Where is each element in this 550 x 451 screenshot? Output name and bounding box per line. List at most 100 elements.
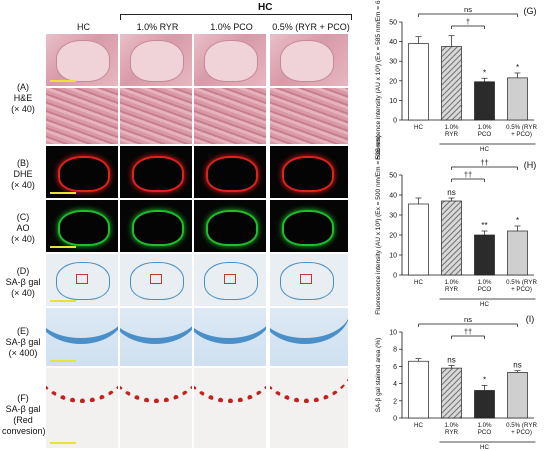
brain-section [56,40,110,82]
x-category-label: PCO [478,429,492,436]
significance-mark: ns [513,361,521,370]
image-cell-he-zoom-2 [194,88,266,144]
bar [408,43,429,121]
image-cell-ao-2 [194,200,266,252]
bracket-label: ns [464,5,472,14]
bar [441,200,462,276]
y-tick-label: 4 [393,381,397,388]
y-tick-label: 50 [389,173,397,180]
image-cell-sa-brain-1 [120,254,192,306]
bracket-label: † [466,17,470,26]
sa-red-conversion [194,368,266,403]
group-bracket [120,14,352,20]
image-cell-ao-0 [46,200,118,252]
scale-bar [50,442,76,444]
image-cell-sa-red-3 [270,368,348,448]
sa-stained-section [280,262,334,300]
ao-stained-section [58,210,110,246]
image-cell-he-zoom-1 [120,88,192,144]
y-axis-label: Fluorescence intensity (AU x 10³) (Ex = … [375,135,382,315]
x-category-label: RYR [445,131,458,138]
image-cell-he-brain-2 [194,34,266,86]
row-label-b: (B) DHE (× 40) [11,158,35,190]
brain-section [204,40,258,82]
group-label: HC [480,301,489,308]
image-cell-he-brain-1 [120,34,192,86]
x-category-label: 1.0% [477,124,492,131]
zoom-region-box [76,274,88,284]
y-tick-label: 0 [393,416,397,423]
significance-mark: * [516,216,519,225]
significance-mark: ** [481,221,487,230]
group-label: HC [480,146,489,153]
sa-stained-section [56,262,110,300]
panel-label: (I) [526,314,535,324]
y-axis-label: SA-β gal stained area (%) [375,338,382,413]
y-tick-label: 8 [393,347,397,354]
significance-mark: * [483,68,486,77]
y-tick-label: 40 [389,193,397,200]
x-category-label: 1.0% [444,124,459,131]
sa-blue-stain [120,308,192,344]
image-cell-dhe-0 [46,146,118,198]
y-tick-label: 10 [389,330,397,337]
bracket-label: †† [464,327,472,336]
x-category-label: + PCO) [511,429,532,436]
significance-mark: ns [447,356,455,365]
image-cell-sa-red-1 [120,368,192,448]
zoom-region-box [300,274,312,284]
scale-bar [50,80,76,82]
sa-red-conversion [46,368,118,403]
sa-stained-section [130,262,184,300]
column-header-hc: HC [77,22,90,32]
significance-mark: * [483,375,486,384]
group-label: HC [480,444,489,451]
x-category-label: 1.0% [477,279,492,286]
bar [474,81,495,121]
image-cell-dhe-1 [120,146,192,198]
bar [507,372,528,419]
x-category-label: 0.5% (RYR [506,124,537,131]
image-cell-sa-brain-0 [46,254,118,306]
image-cell-he-zoom-0 [46,88,118,144]
row-label-d: (D) SA-β gal (× 40) [5,266,41,298]
x-category-label: HC [414,422,423,429]
x-category-label: + PCO) [511,286,532,293]
x-category-label: HC [414,124,423,131]
sa-red-conversion [270,368,348,403]
column-header-pco: 1.0% PCO [210,22,253,32]
sa-blue-stain [270,308,348,344]
image-cell-he-zoom-3 [270,88,348,144]
ao-stained-section [206,210,258,246]
y-tick-label: 20 [389,78,397,85]
row-label-e: (E) SA-β gal (× 400) [5,326,41,358]
sa-stained-section [204,262,258,300]
image-cell-he-brain-0 [46,34,118,86]
bar [408,203,429,276]
x-category-label: HC [414,279,423,286]
y-tick-label: 30 [389,59,397,66]
bar [474,390,495,419]
column-header-ryr: 1.0% RYR [136,22,179,32]
image-cell-he-brain-3 [270,34,348,86]
bar [507,77,528,121]
image-cell-sa-red-0 [46,368,118,448]
x-category-label: 1.0% [477,422,492,429]
group-label: HC [258,2,273,13]
ao-stained-section [282,210,334,246]
sa-red-conversion [120,368,192,403]
row-label-a: (A) H&E (× 40) [11,82,35,114]
significance-mark: ns [447,188,455,197]
sa-blue-stain [194,308,266,344]
y-tick-label: 40 [389,39,397,46]
bracket-label: †† [480,158,488,167]
bar [507,230,528,276]
image-cell-dhe-3 [270,146,348,198]
y-tick-label: 10 [389,98,397,105]
scale-bar [50,360,76,362]
y-tick-label: 30 [389,213,397,220]
y-tick-label: 0 [393,273,397,280]
x-category-label: RYR [445,429,458,436]
bracket-label: ns [464,315,472,324]
